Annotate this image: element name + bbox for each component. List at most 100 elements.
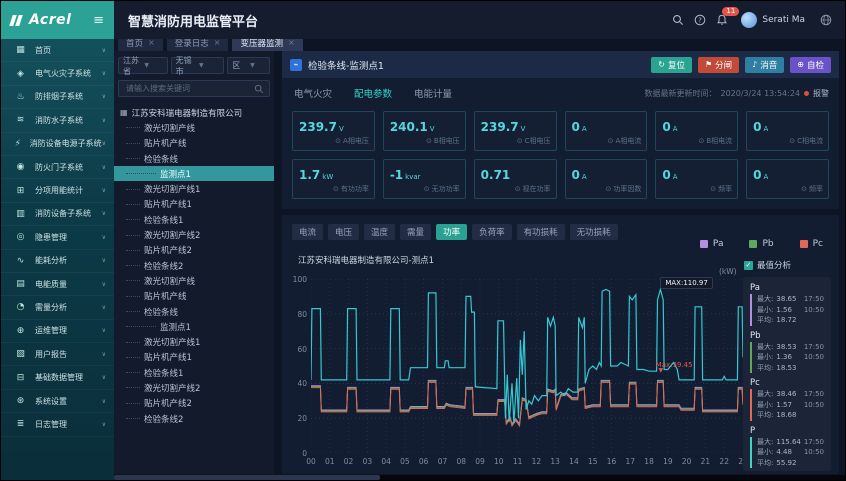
page-title: 智慧消防用电监管平台 <box>128 14 259 30</box>
tree-node[interactable]: 贴片机产线 <box>114 289 274 304</box>
bell-icon[interactable]: 11 <box>711 7 740 26</box>
param-tab[interactable]: 电能计量 <box>414 89 453 100</box>
param-tab[interactable]: 电气火灾 <box>294 89 333 100</box>
param-tab[interactable]: 配电参数 <box>354 89 393 100</box>
sidebar-item-hazard-mgmt[interactable]: ◎ 隐患管理 ∨ <box>1 226 114 250</box>
tree-search-input[interactable] <box>124 83 254 94</box>
metric-card: 239.7 V ⊙ A相电压 <box>292 111 375 151</box>
sidebar-item-user-report[interactable]: ▧ 用户报告 ∨ <box>1 343 114 367</box>
sidebar-item-fire-water[interactable]: ≋ 消防水子系统 ∨ <box>1 109 114 133</box>
tree-node[interactable]: 检验条线 <box>114 151 274 166</box>
x-tick-label: 19 <box>663 457 673 466</box>
svg-text:?: ? <box>699 16 703 24</box>
district-select[interactable]: 区 ▼ <box>227 57 270 74</box>
tree-node[interactable]: 激光切割产线 <box>114 120 274 135</box>
device-icon: ⌁ <box>290 58 302 71</box>
sidebar-item-fire-door[interactable]: ◉ 防火门子系统 ∨ <box>1 156 114 180</box>
tree-node[interactable]: 检验条线1 <box>114 365 274 380</box>
sidebar-item-electrical-fire[interactable]: ◈ 电气火灾子系统 ∨ <box>1 62 114 86</box>
sidebar-item-energy-analysis[interactable]: ∿ 能耗分析 ∨ <box>1 250 114 273</box>
user-name[interactable]: Serati Ma <box>762 15 805 25</box>
sidebar-item-base-data[interactable]: ⊟ 基础数据管理 ∨ <box>1 366 114 390</box>
checkbox-icon: ✓ <box>743 260 753 270</box>
mute-button[interactable]: ♪ 消音 <box>745 56 785 73</box>
update-label: 数据最新更新时间： <box>644 88 717 98</box>
legend-item[interactable]: Pa <box>699 239 723 249</box>
legend-item[interactable]: Pb <box>749 239 774 249</box>
chart-tab[interactable]: 需量 <box>400 224 432 240</box>
caret-down-icon: ▼ <box>250 62 255 69</box>
chart-tab[interactable]: 电流 <box>292 224 324 240</box>
tree-connector <box>126 127 140 129</box>
sidebar-item-fire-equipment[interactable]: ▥ 消防设备子系统 ∨ <box>1 203 114 227</box>
sidebar-item-power-quality[interactable]: ▤ 电能质量 ∨ <box>1 273 114 297</box>
sidebar-item-ops-mgmt[interactable]: ⊕ 运维管理 ∨ <box>1 320 114 344</box>
sidebar-item-system-settings[interactable]: ⊛ 系统设置 ∨ <box>1 390 114 414</box>
electrical-fire-icon: ◈ <box>17 68 24 79</box>
tree-node[interactable]: 检验条线2 <box>114 411 274 426</box>
tree-node[interactable]: 贴片机产线1 <box>114 350 274 365</box>
metric-icon: ⊙ <box>801 185 807 193</box>
sidebar-item-log-mgmt[interactable]: ≣ 日志管理 ∨ <box>1 413 114 437</box>
close-icon[interactable]: × <box>287 38 295 47</box>
tree-node[interactable]: 激光切割产线1 <box>114 334 274 349</box>
self-check-button[interactable]: ⊕ 自检 <box>790 56 831 73</box>
chart-tab[interactable]: 温度 <box>364 224 396 240</box>
tree-node[interactable]: 激光切割产线2 <box>114 380 274 395</box>
sidebar-item-demand-analysis[interactable]: ◔ 需量分析 ∨ <box>1 296 114 320</box>
demand-analysis-icon: ◔ <box>16 302 25 313</box>
tree-node[interactable]: 激光切割产线 <box>114 273 274 288</box>
chevron-down-icon: ∨ <box>101 46 106 54</box>
tree-connector <box>126 418 140 420</box>
tree-node[interactable]: 检验条线1 <box>114 212 274 227</box>
tree-node[interactable]: 监测点1 <box>114 166 274 182</box>
chart-tab[interactable]: 负荷率 <box>472 224 512 240</box>
tree-search <box>118 80 270 97</box>
y-tick-label: 80 <box>297 309 307 319</box>
tree-node[interactable]: 贴片机产线2 <box>114 396 274 411</box>
energy-analysis-icon: ∿ <box>16 255 25 266</box>
tree-node[interactable]: 检验条线 <box>114 304 274 319</box>
stats-group: P 最大: 115.64 17:50 最小: 4.48 10:50 平均: 55.92 <box>750 425 824 468</box>
metric-icon: ⊙ <box>516 137 523 145</box>
scrollbar-thumb[interactable] <box>114 475 380 480</box>
search-icon[interactable] <box>667 14 689 26</box>
tree-node[interactable]: 激光切割产线2 <box>114 227 274 242</box>
tree-node[interactable]: 监测点1 <box>114 319 274 334</box>
sidebar-item-home[interactable]: ▦ 首页 ∨ <box>1 39 114 63</box>
chart-tab[interactable]: 电压 <box>328 224 360 240</box>
avatar[interactable] <box>741 12 758 28</box>
hamburger-icon[interactable]: ≡ <box>93 12 104 28</box>
sidebar-item-smoke-control[interactable]: ♨ 防排烟子系统 ∨ <box>1 86 114 110</box>
tree-node[interactable]: 激光切割产线1 <box>114 181 274 196</box>
sidebar-item-fire-power[interactable]: ⚡ 消防设备电源子系统 ∨ <box>1 133 114 156</box>
tree-node[interactable]: 检验条线2 <box>114 258 274 273</box>
help-icon[interactable]: ? <box>689 14 711 26</box>
chart-tab[interactable]: 功率 <box>436 224 468 240</box>
legend-item[interactable]: Pc <box>799 239 823 249</box>
trip-button[interactable]: ⚑ 分闸 <box>697 56 740 73</box>
tree-node[interactable]: 贴片机产线2 <box>114 243 274 258</box>
line-chart[interactable]: MAX:110.97 Max:39.45 ▼ <box>310 277 744 454</box>
chart-annotation: ▼ <box>658 367 664 375</box>
tree-node[interactable]: 贴片机产线 <box>114 136 274 151</box>
reset-button[interactable]: ↻ 复位 <box>651 56 692 73</box>
y-tick-label: 0 <box>302 449 307 458</box>
legend-swatch <box>799 240 808 248</box>
device-buttons: ↻ 复位 ⚑ 分闸 ♪ 消音 ⊕ 自检 <box>645 56 831 73</box>
tree-node[interactable]: 贴片机产线1 <box>114 197 274 212</box>
globe-icon[interactable] <box>815 14 837 26</box>
sidebar-item-energy-stats[interactable]: ⊞ 分项用能统计 ∨ <box>1 179 114 203</box>
tree-node[interactable]: ▦ 江苏安科瑞电器制造有限公司 <box>120 108 243 119</box>
max-analysis-checkbox[interactable]: ✓ 最值分析 <box>743 259 791 271</box>
close-icon[interactable]: × <box>148 38 155 47</box>
energy-stats-icon: ⊞ <box>16 185 25 196</box>
city-select[interactable]: 无锡市 ▼ <box>170 56 225 76</box>
sidebar: Acrel ≡ ▦ 首页 ∨ ◈ 电气火灾子系统 ∨ ♨ 防排烟子系统 ∨ ≋ 消防水子系统 ∨ ⚡ 消防… <box>1 1 114 480</box>
x-tick-label: 11 <box>512 457 523 466</box>
chart-tab[interactable]: 无功损耗 <box>569 224 618 240</box>
province-select[interactable]: 江苏省 ▼ <box>118 56 168 76</box>
close-icon[interactable]: × <box>213 38 221 47</box>
tree-connector <box>126 188 140 190</box>
chart-tab[interactable]: 有功损耗 <box>516 224 565 240</box>
